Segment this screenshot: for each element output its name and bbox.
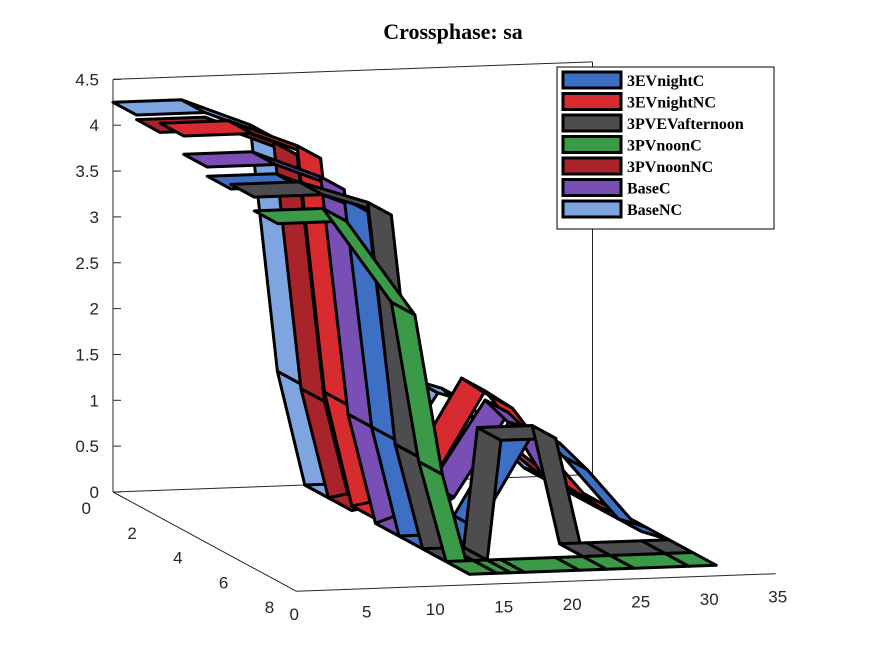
legend-label: 3PVnoonNC [627,159,713,176]
y-tick-label: 6 [219,573,228,592]
tick-labels: 0 0.5 1 1.5 2 2.5 3 3.5 4 4.5 0 5 10 15 20 25 30 35 0 2 4 6 8 [75,70,787,624]
legend-label: 3EVnightC [627,73,704,90]
z-tick-label: 4.5 [75,70,99,89]
z-tick-label: 0.5 [75,437,99,456]
legend-label: BaseNC [627,202,682,219]
legend-swatch [561,156,623,176]
legend-swatch [561,70,623,90]
z-tick-label: 4 [90,116,99,135]
axis-line [112,491,297,592]
surfaces-layer [111,98,718,576]
legend: 3EVnightC 3EVnightNC 3PVEVafternoon 3PVnoon… [556,66,775,230]
x-tick-label: 0 [289,605,298,624]
legend-label: 3PVEVafternoon [627,116,744,133]
legend-label: 3EVnightNC [627,95,716,112]
y-tick-label: 0 [82,499,91,518]
x-tick-label: 15 [494,598,513,617]
z-tick-label: 1.5 [75,345,99,364]
legend-swatch [561,113,623,133]
axes-box [112,61,776,592]
surface-patch [663,551,718,568]
surface-patch [616,517,671,542]
z-tick-label: 3.5 [75,162,99,181]
x-tick-label: 20 [563,595,582,614]
chart-title: Crossphase: sa [383,19,523,44]
y-tick-label: 8 [265,598,274,617]
legend-swatch [561,199,623,219]
z-tick-label: 2 [90,300,99,319]
x-tick-label: 25 [631,593,650,612]
x-tick-label: 30 [700,590,719,609]
legend-swatch [561,178,623,197]
x-tick-label: 10 [426,600,445,619]
legend-label: BaseC [627,181,671,198]
legend-swatch [561,92,623,111]
y-tick-label: 2 [127,524,136,543]
axis-line [112,61,593,80]
z-tick-label: 3 [90,208,99,227]
legend-swatch [561,135,623,154]
z-tick-label: 2.5 [75,254,99,273]
surface-series-3PVnoonC [252,206,718,576]
z-tick-label: 0 [90,483,99,502]
axis-line [296,573,776,592]
y-tick-label: 4 [173,549,182,568]
x-tick-label: 5 [362,603,371,622]
x-tick-label: 35 [768,588,787,607]
legend-label: 3PVnoonC [627,138,702,155]
z-tick-label: 1 [90,391,99,410]
